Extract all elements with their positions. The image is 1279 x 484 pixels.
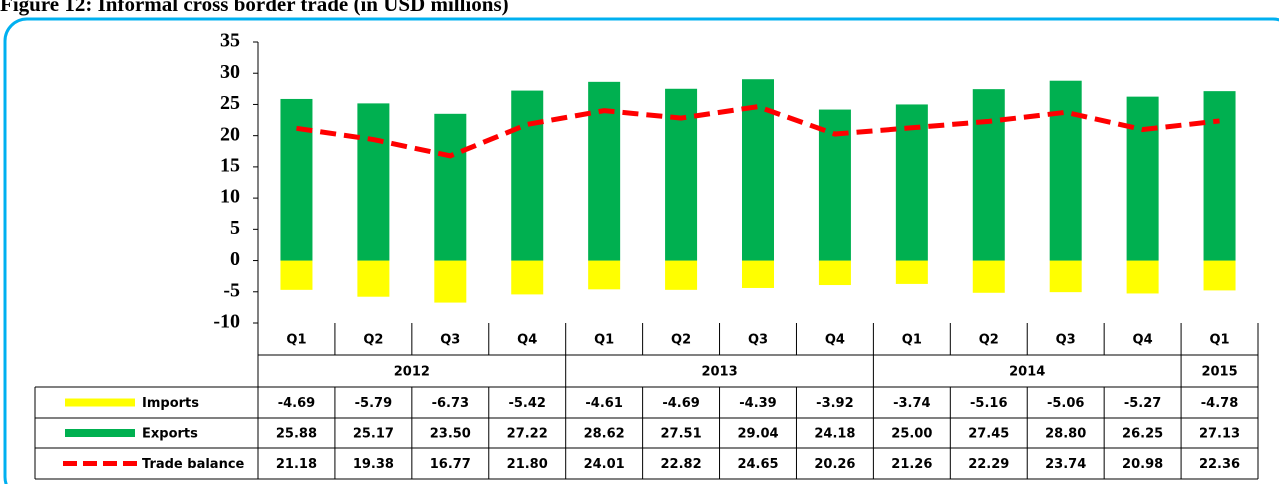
data-label: 26.25 — [1122, 427, 1163, 442]
data-label: 21.26 — [891, 457, 932, 472]
data-label: 20.98 — [1122, 457, 1163, 472]
y-tick-label: 5 — [230, 217, 240, 239]
data-label: -3.74 — [893, 396, 930, 411]
bar — [511, 90, 544, 261]
data-label: 21.80 — [507, 457, 548, 472]
data-label: -4.69 — [662, 396, 699, 411]
bar — [1049, 80, 1082, 261]
x-tick-label: Q2 — [979, 333, 999, 348]
data-label: -5.42 — [508, 396, 545, 411]
data-label: 19.38 — [353, 457, 394, 472]
bar — [434, 113, 467, 261]
x-tick-label: Q4 — [517, 333, 537, 348]
data-label: -5.79 — [355, 396, 392, 411]
data-label: 21.18 — [276, 457, 317, 472]
bar — [434, 260, 467, 303]
bar — [742, 260, 774, 288]
x-tick-label: Q3 — [440, 333, 460, 348]
data-label: 24.18 — [814, 427, 855, 442]
data-label: -4.61 — [585, 396, 622, 411]
bar — [1049, 260, 1082, 293]
group-label: 2015 — [1201, 365, 1237, 380]
y-tick-label: 25 — [220, 92, 240, 114]
x-tick-label: Q1 — [1209, 333, 1229, 348]
x-tick-label: Q1 — [594, 333, 614, 348]
x-tick-label: Q3 — [748, 333, 768, 348]
data-label: -5.06 — [1047, 396, 1084, 411]
bar — [1203, 91, 1236, 261]
data-label: -4.39 — [739, 396, 776, 411]
bar — [1126, 96, 1159, 261]
bar — [972, 89, 1005, 261]
bar — [1203, 260, 1236, 291]
x-tick-label: Q3 — [1056, 333, 1076, 348]
data-label: 22.36 — [1199, 457, 1240, 472]
bar — [972, 260, 1005, 293]
data-label: 28.62 — [584, 427, 625, 442]
data-label: 22.29 — [968, 457, 1009, 472]
x-tick-label: Q4 — [1133, 333, 1153, 348]
x-tick-label: Q2 — [671, 333, 691, 348]
data-label: 24.65 — [737, 457, 778, 472]
data-label: -4.78 — [1201, 396, 1238, 411]
x-tick-label: Q4 — [825, 333, 845, 348]
bar — [357, 103, 390, 261]
legend-swatch — [65, 429, 135, 437]
data-label: 25.17 — [353, 427, 394, 442]
bar — [357, 260, 390, 297]
data-label: 27.13 — [1199, 427, 1240, 442]
x-tick-label: Q2 — [363, 333, 383, 348]
legend-label: Imports — [142, 396, 199, 411]
group-label: 2014 — [1009, 365, 1045, 380]
chart-title: Figure 12: Informal cross border trade (… — [0, 0, 509, 16]
line — [296, 104, 1220, 159]
group-label: 2012 — [394, 365, 430, 380]
data-label: 27.51 — [661, 427, 702, 442]
data-label: 16.77 — [430, 457, 471, 472]
bar — [511, 260, 544, 295]
bar — [665, 88, 698, 261]
x-tick-label: Q1 — [286, 333, 306, 348]
data-label: 27.22 — [507, 427, 548, 442]
bar — [588, 260, 621, 290]
legend-label: Trade balance — [142, 457, 245, 472]
y-tick-label: 10 — [220, 186, 240, 208]
bar — [280, 260, 313, 290]
data-label: 27.45 — [968, 427, 1009, 442]
data-label: 23.74 — [1045, 457, 1086, 472]
data-label: -5.16 — [970, 396, 1007, 411]
legend-swatch — [65, 398, 135, 407]
y-tick-label: 30 — [220, 61, 240, 83]
data-label: 25.88 — [276, 427, 317, 442]
bar — [895, 104, 928, 261]
data-label: 23.50 — [430, 427, 471, 442]
data-label: -5.27 — [1124, 396, 1161, 411]
data-label: 20.26 — [814, 457, 855, 472]
bar — [818, 260, 851, 286]
bar — [665, 260, 698, 290]
frame — [3, 17, 1279, 484]
data-label: 28.80 — [1045, 427, 1086, 442]
data-label: 25.00 — [891, 427, 932, 442]
data-label: 24.01 — [584, 457, 625, 472]
y-tick-label: -10 — [213, 311, 240, 333]
data-label: 29.04 — [737, 427, 778, 442]
group-label: 2013 — [701, 365, 737, 380]
bar — [280, 98, 313, 261]
y-tick-label: 0 — [230, 248, 240, 270]
data-label: -6.73 — [432, 396, 469, 411]
y-tick-label: 35 — [220, 30, 240, 52]
data-label: 22.82 — [661, 457, 702, 472]
legend-label: Exports — [142, 427, 198, 442]
bar — [895, 260, 928, 284]
data-label: -4.69 — [278, 396, 315, 411]
y-tick-label: 20 — [220, 123, 240, 145]
bar — [1126, 260, 1159, 294]
y-tick-label: -5 — [223, 279, 240, 301]
data-label: -3.92 — [816, 396, 853, 411]
x-tick-label: Q1 — [902, 333, 922, 348]
y-tick-label: 15 — [220, 154, 240, 176]
